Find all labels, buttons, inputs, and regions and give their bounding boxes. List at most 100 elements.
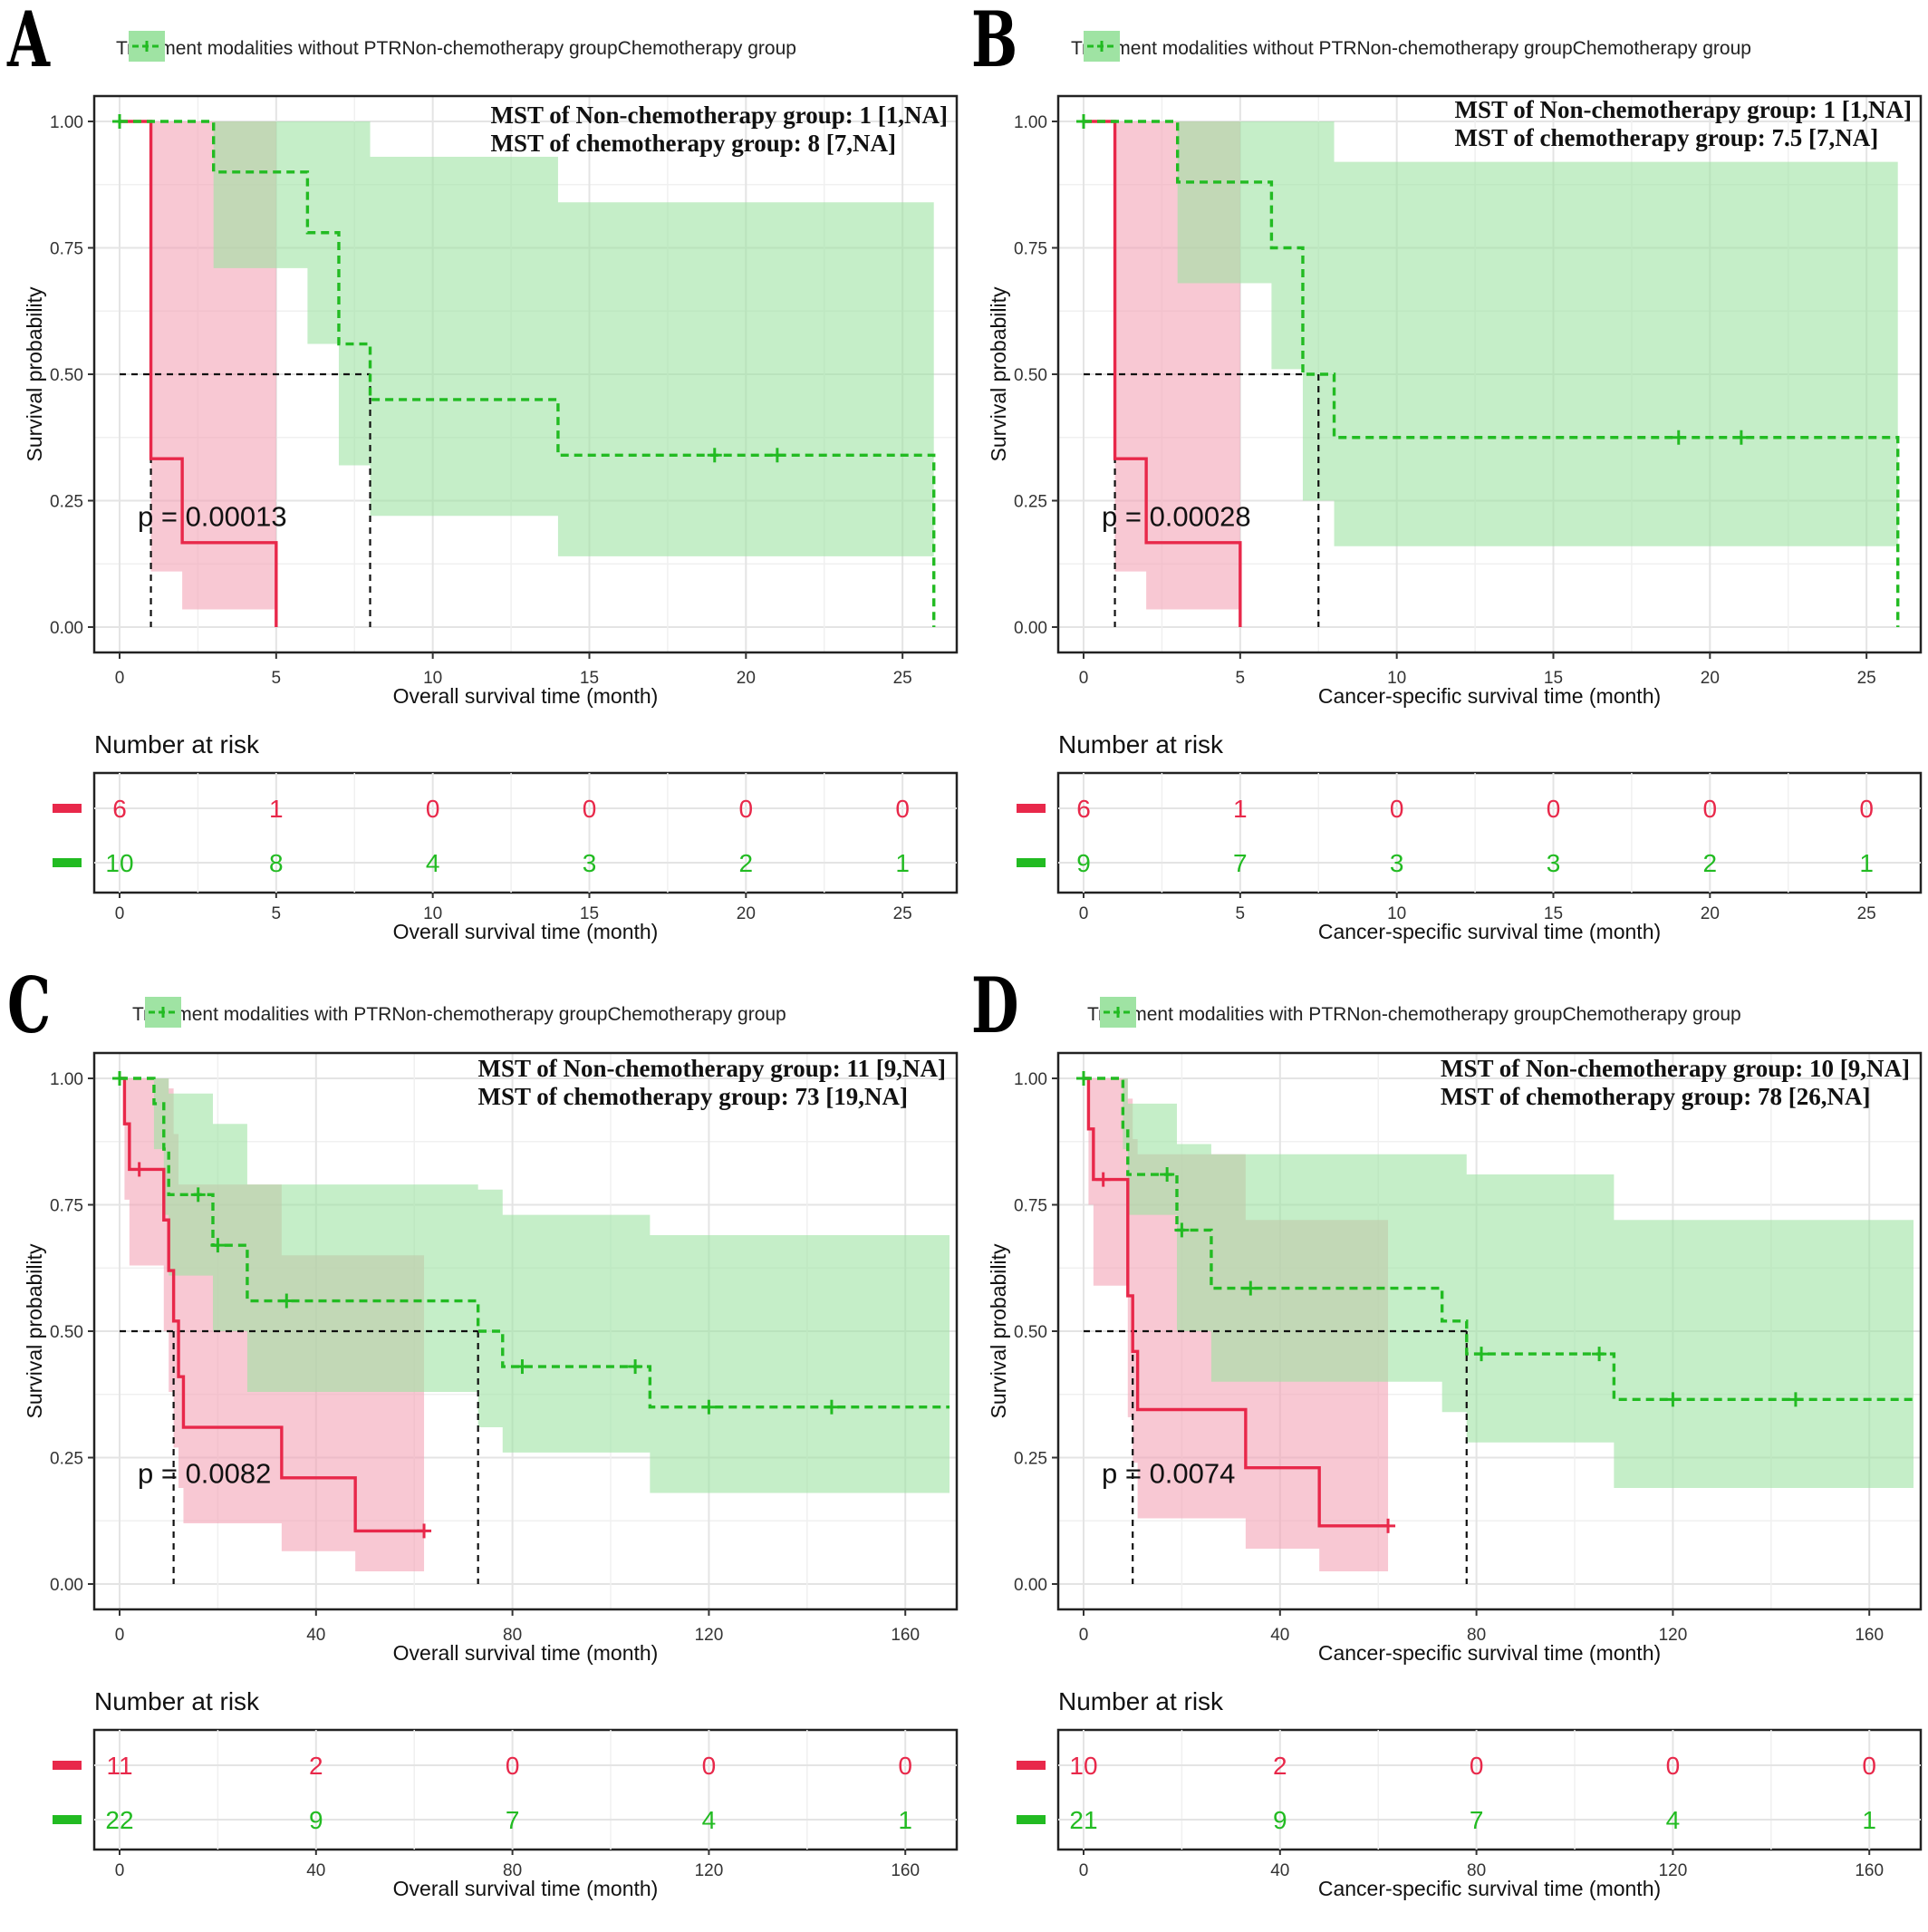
- panel-letter: D: [971, 961, 1019, 1050]
- risk-x-axis-label: Overall survival time (month): [393, 920, 659, 943]
- p-value-label: p = 0.00028: [1102, 500, 1251, 532]
- risk-count: 0: [506, 1752, 520, 1780]
- mst-line-non-chemo: MST of Non-chemotherapy group: 1 [1,NA]: [1454, 96, 1912, 123]
- y-tick-label: 0.00: [1014, 1576, 1047, 1595]
- x-tick-label: 5: [272, 669, 282, 688]
- legend-label-chemo: Chemotherapy group: [607, 1004, 786, 1025]
- risk-count: 1: [895, 849, 910, 877]
- y-axis-label: Survival probability: [987, 1243, 1010, 1419]
- p-value-label: p = 0.0082: [138, 1457, 271, 1489]
- legend-key-chemo: [1100, 997, 1136, 1028]
- legend: Treatment modalities without PTR Non-che…: [116, 31, 796, 67]
- risk-x-tick-label: 80: [503, 1861, 522, 1880]
- risk-x-tick-label: 0: [115, 904, 125, 923]
- legend-title: Treatment modalities with PTR: [1087, 1004, 1347, 1025]
- x-tick-label: 160: [891, 1626, 920, 1645]
- mst-line-chemo: MST of chemotherapy group: 73 [19,NA]: [477, 1083, 908, 1110]
- panel-c: 0.00 0.25 0.50 0.75 1.00 0 40 80 120 160 Overall s…: [0, 966, 964, 1932]
- censor-mark: [769, 448, 785, 463]
- x-tick-label: 15: [1544, 669, 1563, 688]
- x-tick-label: 20: [1701, 669, 1720, 688]
- risk-count: 0: [1390, 795, 1404, 823]
- x-tick-label: 120: [1659, 1626, 1688, 1645]
- censor-mark: [1076, 1071, 1091, 1086]
- risk-x-tick-label: 0: [115, 1861, 125, 1880]
- legend-label-non-chemo: Non-chemotherapy group: [401, 38, 618, 59]
- risk-table-title: Number at risk: [1058, 1687, 1224, 1715]
- censor-mark: [1095, 1172, 1111, 1187]
- risk-row-key-chemo: [53, 1815, 82, 1824]
- confidence-band-chemo: [213, 121, 934, 556]
- y-axis-label: Survival probability: [23, 1243, 46, 1419]
- x-tick-label: 5: [1236, 669, 1246, 688]
- legend-key-chemo: [129, 31, 165, 62]
- risk-count: 10: [1069, 1752, 1097, 1780]
- y-tick-label: 0.50: [50, 366, 83, 385]
- x-tick-label: 10: [1387, 669, 1406, 688]
- risk-x-axis-label: Overall survival time (month): [393, 1877, 659, 1900]
- legend-title: Treatment modalities without PTR: [116, 38, 402, 59]
- legend-label-non-chemo: Non-chemotherapy group: [1346, 1004, 1563, 1025]
- risk-count: 0: [898, 1752, 912, 1780]
- x-tick-label: 80: [1467, 1626, 1486, 1645]
- risk-count: 9: [1076, 849, 1091, 877]
- censor-mark: [824, 1399, 839, 1415]
- risk-count: 2: [1703, 849, 1718, 877]
- risk-count: 0: [895, 795, 910, 823]
- risk-count: 4: [702, 1806, 717, 1834]
- panel-letter: C: [7, 961, 52, 1050]
- p-value-label: p = 0.0074: [1102, 1457, 1235, 1489]
- risk-count: 21: [1069, 1806, 1097, 1834]
- risk-x-tick-label: 20: [1701, 904, 1720, 923]
- mst-annotation: MST of Non-chemotherapy group: 10 [9,NA]…: [1441, 1055, 1910, 1111]
- risk-count: 6: [112, 795, 127, 823]
- risk-count: 4: [1666, 1806, 1681, 1834]
- censor-mark: [112, 114, 127, 129]
- risk-count: 7: [506, 1806, 520, 1834]
- censor-mark: [417, 1523, 432, 1539]
- risk-x-tick-label: 0: [1079, 1861, 1089, 1880]
- mst-annotation: MST of Non-chemotherapy group: 1 [1,NA] …: [491, 101, 948, 158]
- x-tick-label: 0: [1079, 669, 1089, 688]
- censor-mark: [112, 1071, 127, 1086]
- risk-count: 1: [1862, 1806, 1876, 1834]
- y-tick-label: 0.25: [1014, 493, 1047, 512]
- confidence-band-chemo: [1177, 121, 1898, 546]
- y-tick-label: 0.75: [1014, 240, 1047, 259]
- risk-count: 1: [1859, 849, 1874, 877]
- risk-x-tick-label: 10: [1387, 904, 1406, 923]
- risk-count: 0: [1862, 1752, 1876, 1780]
- risk-x-tick-label: 80: [1467, 1861, 1486, 1880]
- y-axis-label: Survival probability: [987, 286, 1010, 462]
- legend-key-chemo: [145, 997, 181, 1028]
- risk-table-title: Number at risk: [94, 730, 260, 758]
- risk-count: 6: [1076, 795, 1091, 823]
- risk-x-tick-label: 120: [1659, 1861, 1688, 1880]
- y-axis-label: Survival probability: [23, 286, 46, 462]
- x-tick-label: 10: [423, 669, 442, 688]
- x-tick-label: 0: [115, 1626, 125, 1645]
- censor-mark: [1174, 1222, 1190, 1238]
- x-tick-label: 40: [306, 1626, 325, 1645]
- confidence-band-chemo: [153, 1078, 950, 1493]
- censor-mark: [707, 448, 722, 463]
- risk-x-tick-label: 20: [737, 904, 756, 923]
- legend-label-non-chemo: Non-chemotherapy group: [1356, 38, 1573, 59]
- p-value-label: p = 0.00013: [138, 500, 287, 532]
- y-tick-label: 0.75: [1014, 1197, 1047, 1216]
- legend-label-chemo: Chemotherapy group: [1562, 1004, 1741, 1025]
- risk-count: 8: [269, 849, 284, 877]
- confidence-band-chemo: [1123, 1078, 1914, 1488]
- x-tick-label: 120: [695, 1626, 724, 1645]
- legend-key-chemo: [1084, 31, 1120, 62]
- risk-x-axis-label: Cancer-specific survival time (month): [1318, 920, 1661, 943]
- mst-line-chemo: MST of chemotherapy group: 78 [26,NA]: [1441, 1083, 1871, 1110]
- x-tick-label: 80: [503, 1626, 522, 1645]
- y-tick-label: 0.50: [1014, 1323, 1047, 1342]
- censor-mark: [1474, 1347, 1489, 1362]
- risk-count: 0: [583, 795, 597, 823]
- risk-count: 0: [1470, 1752, 1484, 1780]
- risk-table-title: Number at risk: [1058, 730, 1224, 758]
- mst-line-chemo: MST of chemotherapy group: 7.5 [7,NA]: [1454, 124, 1879, 151]
